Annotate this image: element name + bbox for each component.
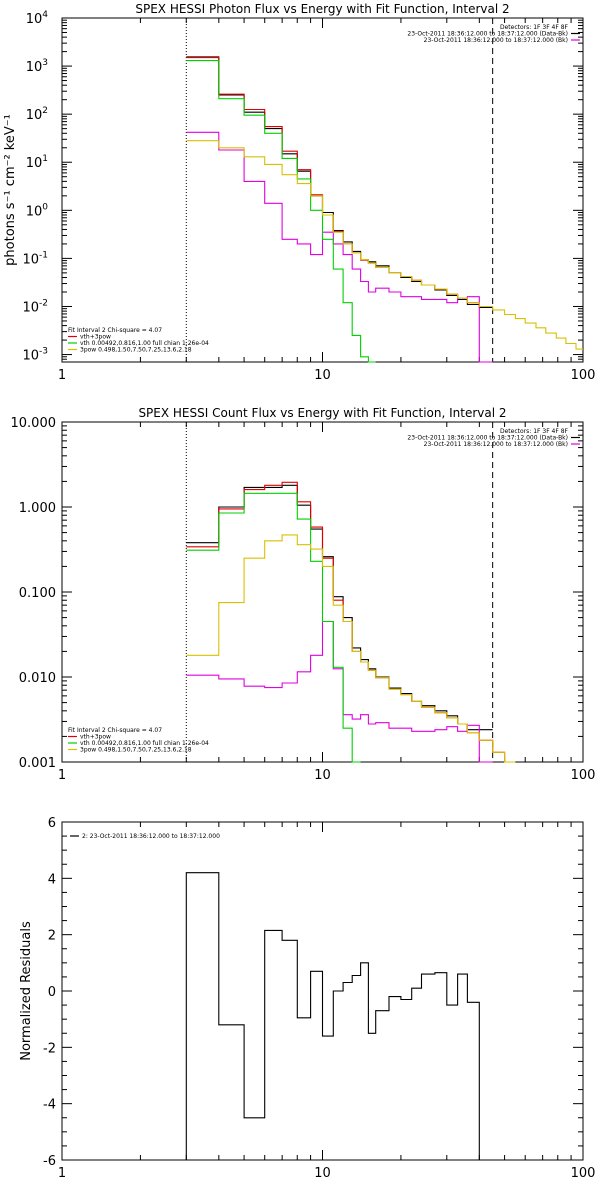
- legend-text: Fit Interval 2 Chi-square = 4.07: [68, 327, 162, 334]
- y-axis-title: photons s⁻¹ cm⁻² keV⁻¹: [3, 114, 18, 266]
- y-tick-label: 0.100: [19, 586, 56, 601]
- chart-panel-1: SPEX HESSI Photon Flux vs Energy with Fi…: [3, 2, 595, 383]
- y-tick-label: 1.000: [19, 501, 56, 516]
- legend-text: vth 0.00492,0.816,1.00 full chian 1.26e-…: [80, 740, 209, 747]
- y-tick-label: 0: [48, 985, 56, 1000]
- x-tick-label: 1: [58, 768, 66, 783]
- legend-text: Detectors: 1F 3F 4F 8F: [500, 24, 569, 31]
- y-tick-label: -2: [43, 1041, 56, 1056]
- y-tick-label: 10-2: [22, 298, 48, 315]
- y-tick-label: 4: [48, 872, 56, 887]
- y-tick-label: 100: [26, 202, 49, 219]
- series-line-4: [186, 60, 376, 363]
- legend-text: 23-Oct-2011 18:36:12.000 to 18:37:12.000…: [424, 441, 568, 448]
- legend-text: 3pow 0.498,1.50,7.50,7.25,13.6,2.18: [80, 747, 192, 754]
- x-tick-label: 100: [571, 368, 596, 383]
- series-line-5: [186, 140, 583, 350]
- legend-text: Detectors: 1F 3F 4F 8F: [500, 428, 569, 435]
- y-tick-label: 0.010: [19, 671, 56, 686]
- x-tick-label: 100: [571, 1166, 596, 1181]
- series-line-3: [186, 481, 516, 763]
- series-line-2: [186, 620, 493, 763]
- x-tick-label: 1: [58, 1166, 66, 1181]
- y-tick-label: -4: [43, 1098, 56, 1113]
- legend-text: 23-Oct-2011 18:36:12.000 to 18:37:12.000…: [407, 435, 568, 442]
- series-line-2: [186, 131, 493, 363]
- legend-text: vth+3pow: [80, 334, 111, 341]
- y-tick-label: 10-1: [22, 250, 48, 267]
- x-tick-label: 100: [571, 768, 596, 783]
- y-tick-label: 101: [26, 154, 48, 171]
- legend-text: vth+3pow: [80, 734, 111, 741]
- x-tick-label: 10: [314, 768, 331, 783]
- x-tick-label: 1: [58, 368, 66, 383]
- legend-text: 23-Oct-2011 18:36:12.000 to 18:37:12.000…: [424, 37, 568, 44]
- chart-title: SPEX HESSI Photon Flux vs Energy with Fi…: [135, 2, 509, 16]
- x-tick-label: 10: [314, 368, 331, 383]
- y-tick-label: 104: [26, 10, 49, 27]
- y-tick-label: 0.001: [19, 756, 56, 771]
- legend-text: 23-Oct-2011 18:36:12.000 to 18:37:12.000…: [407, 31, 568, 38]
- chart-panel-3: 1 10 100 6 4 2 0 -2 -4 -6 Normalized Residuals 2: 2…: [19, 816, 595, 1181]
- y-tick-label: -6: [43, 1154, 56, 1169]
- y-tick-label: 10.000: [11, 416, 57, 431]
- series-line-5: [186, 534, 516, 763]
- y-tick-label: 6: [48, 816, 56, 831]
- x-tick-label: 10: [314, 1166, 331, 1181]
- chart-title: SPEX HESSI Count Flux vs Energy with Fit…: [138, 406, 506, 420]
- legend-text: 2: 23-Oct-2011 18:36:12.000 to 18:37:12.…: [82, 833, 220, 840]
- y-tick-label: 10-3: [22, 347, 48, 364]
- y-tick-label: 2: [48, 929, 56, 944]
- y-tick-label: 102: [26, 106, 48, 123]
- series-line-1: [186, 484, 493, 731]
- y-axis-title: Normalized Residuals: [19, 921, 34, 1061]
- series-line-1: [185, 872, 493, 1161]
- chart-panel-2: SPEX HESSI Count Flux vs Energy with Fit…: [11, 406, 596, 783]
- legend-text: vth 0.00492,0.816,1.00 full chian 1.26e-…: [80, 340, 209, 347]
- legend-text: 3pow 0.498,1.50,7.50,7.25,13.6,2.18: [80, 347, 192, 354]
- legend-text: Fit Interval 2 Chi-square = 4.07: [68, 727, 162, 734]
- y-tick-label: 103: [26, 58, 48, 75]
- series-line-4: [186, 492, 361, 763]
